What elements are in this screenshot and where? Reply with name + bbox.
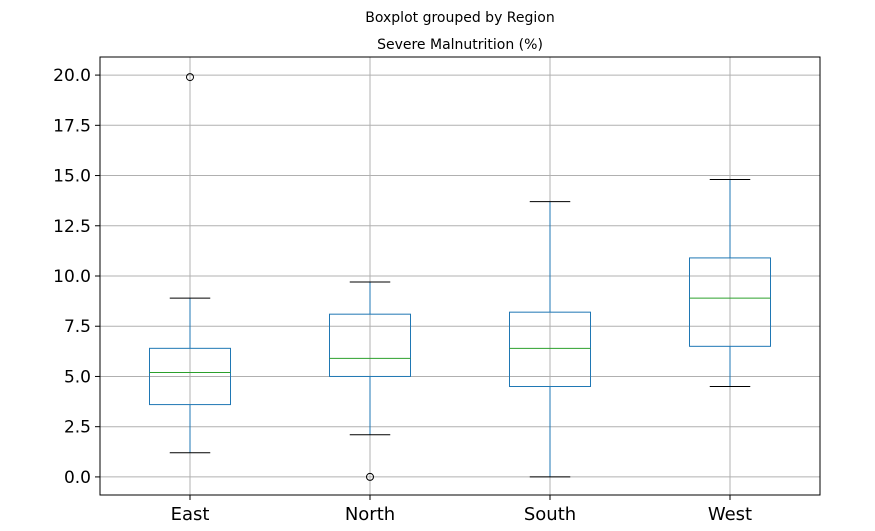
- y-tick-label: 2.5: [64, 418, 91, 438]
- axis-ticks: 0.0 2.5 5.0 7.5 10.0 12.5 15.0 17.5 20.0 East Nort…: [53, 66, 752, 525]
- box-layer: [149, 73, 771, 481]
- box-group: [689, 179, 771, 388]
- iqr-box: [509, 311, 591, 388]
- outlier-point: [366, 472, 374, 481]
- chart-title: Boxplot grouped by Region: [365, 10, 554, 26]
- y-tick-label: 20.0: [53, 66, 91, 86]
- y-tick-label: 7.5: [64, 317, 91, 337]
- chart-subtitle: Severe Malnutrition (%): [377, 37, 543, 53]
- y-tick-label: 0.0: [64, 468, 91, 488]
- x-tick-label: North: [345, 504, 395, 525]
- box-group: [509, 201, 591, 478]
- iqr-box: [149, 347, 231, 406]
- y-tick-label: 17.5: [53, 116, 91, 136]
- box-group: [149, 73, 231, 454]
- iqr-box: [329, 313, 411, 377]
- x-tick-label: West: [708, 504, 752, 525]
- outlier-point: [186, 73, 194, 82]
- y-tick-label: 12.5: [53, 217, 91, 237]
- x-tick-label: East: [171, 504, 210, 525]
- y-tick-label: 10.0: [53, 267, 91, 287]
- box-group: [329, 281, 411, 481]
- y-tick-label: 5.0: [64, 367, 91, 387]
- y-tick-label: 15.0: [53, 167, 91, 187]
- grid-lines: [100, 57, 820, 495]
- x-tick-label: South: [524, 504, 576, 525]
- iqr-box: [689, 257, 771, 347]
